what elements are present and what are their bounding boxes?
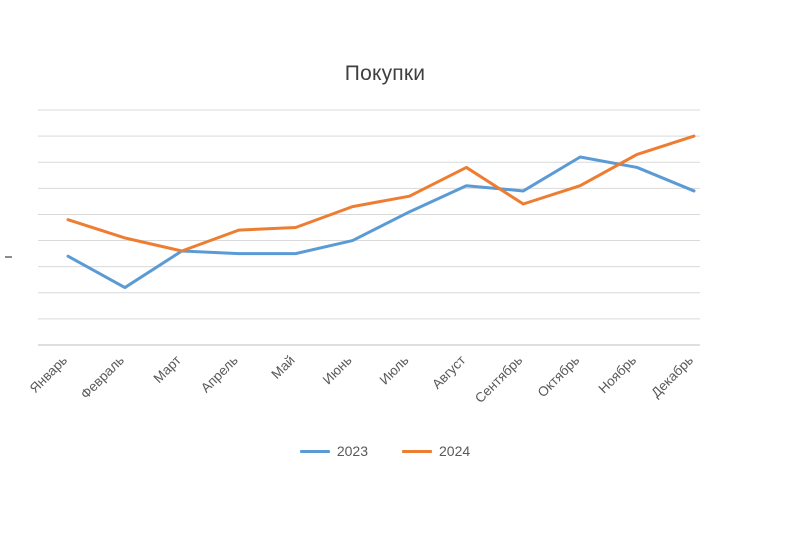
series-line-2024[interactable] xyxy=(66,134,696,253)
x-axis-label-1: Январь xyxy=(27,353,70,396)
y-axis-tick-fragment xyxy=(5,256,12,258)
legend-item-2023[interactable]: 2023 xyxy=(299,443,368,459)
x-axis-label-2: Февраль xyxy=(78,353,127,402)
x-axis-label-5: Май xyxy=(268,353,297,382)
series-line-2023[interactable] xyxy=(66,155,696,290)
x-axis-label-4: Апрель xyxy=(198,353,241,396)
x-axis-label-8: Август xyxy=(429,353,468,392)
x-axis-label-9: Сентябрь xyxy=(472,353,525,406)
legend-label-2023: 2023 xyxy=(336,443,368,459)
x-axis-label-7: Июль xyxy=(377,353,412,388)
x-axis-label-3: Март xyxy=(150,353,183,386)
chart-title[interactable]: Покупки xyxy=(344,62,426,85)
legend-swatch-2023-icon xyxy=(299,449,330,453)
legend-swatch-2024-icon xyxy=(402,449,432,453)
x-axis-label-11: Ноябрь xyxy=(595,353,639,397)
x-axis-label-12: Декабрь xyxy=(648,353,696,401)
legend-label-2024: 2024 xyxy=(439,443,471,459)
x-axis-label-6: Июнь xyxy=(320,353,355,388)
legend-item-2024[interactable]: 2024 xyxy=(402,443,470,459)
x-axis-label-10: Октябрь xyxy=(535,353,583,401)
legend: 2023 2024 xyxy=(0,443,770,459)
